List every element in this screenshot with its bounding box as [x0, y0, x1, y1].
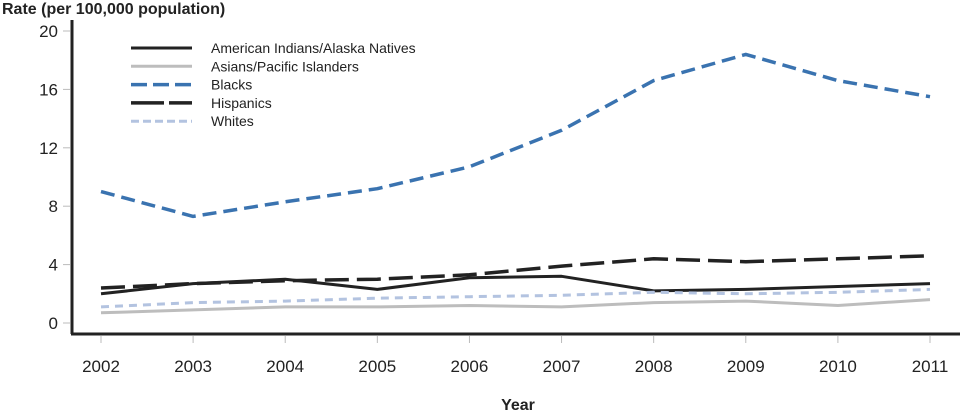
y-tick-label: 8: [49, 197, 58, 216]
x-tick-label: 2003: [174, 357, 212, 376]
y-tick-label: 20: [39, 22, 58, 41]
series-line: [100, 274, 931, 296]
x-tick-label: 2005: [358, 357, 396, 376]
legend-label: Whites: [211, 113, 254, 129]
x-axis: 2002 2003 2004 2005 2006 2007 2008 2009 2010 2011: [71, 332, 960, 376]
y-tick-label: 0: [49, 314, 58, 333]
legend-label: Asians/Pacific Islanders: [211, 58, 359, 74]
series-line: [100, 287, 931, 309]
series-line: [100, 52, 931, 219]
legend-label: Blacks: [211, 77, 252, 93]
y-tick-label: 16: [39, 80, 58, 99]
series-line: [100, 298, 931, 315]
x-tick-label: 2009: [727, 357, 765, 376]
x-tick-label: 2008: [635, 357, 673, 376]
y-tick-label: 12: [39, 139, 58, 158]
x-tick-label: 2006: [451, 357, 489, 376]
y-axis: 0 4 8 12 16 20: [39, 20, 74, 334]
x-axis-title: Year: [501, 397, 535, 414]
x-tick-label: 2007: [543, 357, 581, 376]
x-tick-label: 2002: [82, 357, 120, 376]
x-tick-label: 2004: [266, 357, 304, 376]
legend-label: American Indians/Alaska Natives: [211, 40, 416, 56]
legend-label: Hispanics: [211, 95, 272, 111]
y-axis-title: Rate (per 100,000 population): [2, 1, 226, 18]
y-tick-label: 4: [49, 256, 58, 275]
x-tick-label: 2011: [912, 357, 949, 376]
chart-lines: [100, 52, 931, 315]
x-tick-label: 2010: [819, 357, 857, 376]
legend: American Indians/Alaska Natives Asians/Pa…: [131, 40, 416, 129]
series-line: [100, 254, 931, 290]
